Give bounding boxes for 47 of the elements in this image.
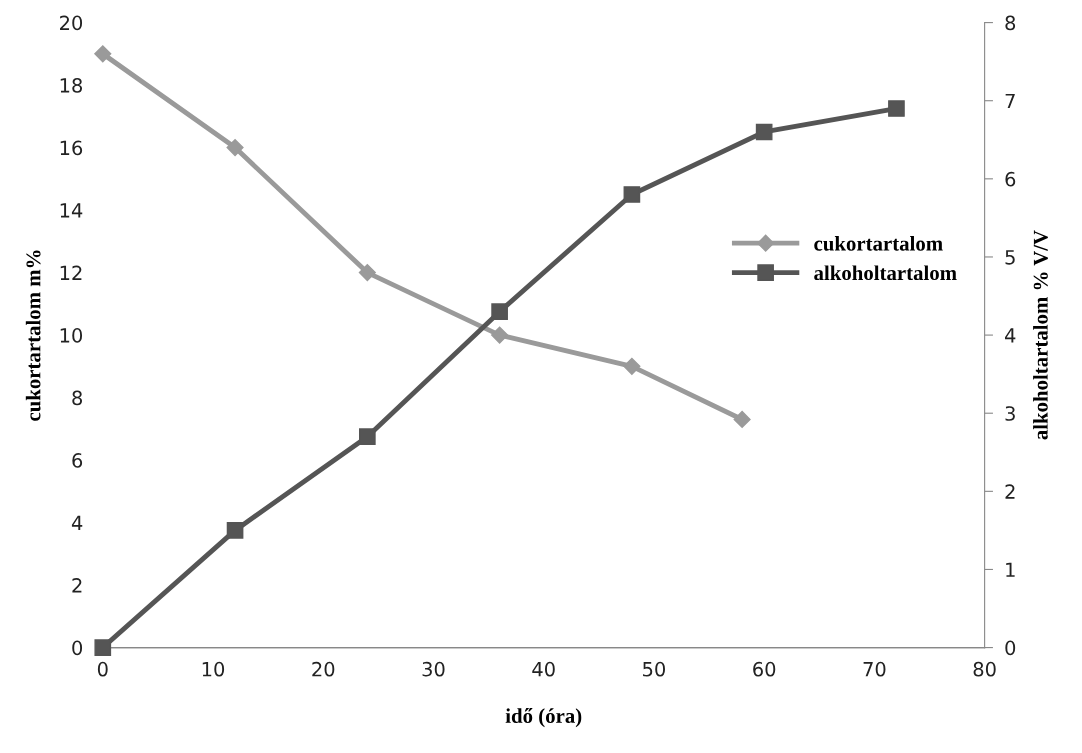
x-tick-label: 0 <box>97 661 108 677</box>
y2-tick-label: 6 <box>1005 171 1016 187</box>
x-tick-label: 40 <box>532 661 555 677</box>
x-tick-label: 10 <box>202 661 225 677</box>
y-tick-label: 16 <box>60 140 83 156</box>
x-tick-label: 30 <box>422 661 445 677</box>
y-axis-title: cukortartalom m% <box>25 250 41 421</box>
y-tick-label: 4 <box>71 515 83 530</box>
y-tick-label: 8 <box>72 390 83 406</box>
point <box>623 186 641 203</box>
y2-tick-label: 2 <box>1005 484 1015 499</box>
y2-tick-label: 4 <box>1005 328 1016 343</box>
y-tick-label: 6 <box>72 453 83 468</box>
x-tick-label: 70 <box>863 661 886 677</box>
point <box>94 639 112 656</box>
point <box>226 139 244 157</box>
x-tick-label: 60 <box>753 661 776 677</box>
x-tick-label: 20 <box>312 661 335 677</box>
point <box>94 45 112 63</box>
point <box>623 357 641 375</box>
y2-tick-label: 7 <box>1005 93 1015 109</box>
y2-tick-label: 5 <box>1005 250 1015 265</box>
y2-tick-label: 1 <box>1006 562 1015 577</box>
y2-tick-label: 3 <box>1005 406 1015 421</box>
point <box>888 100 905 117</box>
y-tick-label: 14 <box>60 203 83 218</box>
y2-tick-label: 8 <box>1005 15 1016 31</box>
legend-label: cukortartalom <box>814 235 943 251</box>
x-tick-label: 80 <box>973 661 996 677</box>
y-tick-label: 2 <box>72 578 82 593</box>
legend-label: alkoholtartalom <box>814 265 957 281</box>
point <box>491 303 508 320</box>
point <box>733 410 751 429</box>
y2-tick-label: 0 <box>1005 640 1016 656</box>
y2-axis-title: alkoholtartalom % V/V <box>1033 230 1048 440</box>
y-tick-label: 0 <box>72 640 83 656</box>
point <box>359 428 376 445</box>
x-axis-title: idő (óra) <box>505 708 582 728</box>
y-tick-label: 20 <box>60 15 83 31</box>
y-tick-label: 10 <box>60 328 83 343</box>
point <box>755 123 773 141</box>
point <box>358 264 376 282</box>
point <box>491 326 509 344</box>
point <box>226 522 244 539</box>
y-tick-label: 18 <box>60 78 83 93</box>
y-tick-label: 12 <box>60 265 82 280</box>
x-tick-label: 50 <box>643 661 666 677</box>
